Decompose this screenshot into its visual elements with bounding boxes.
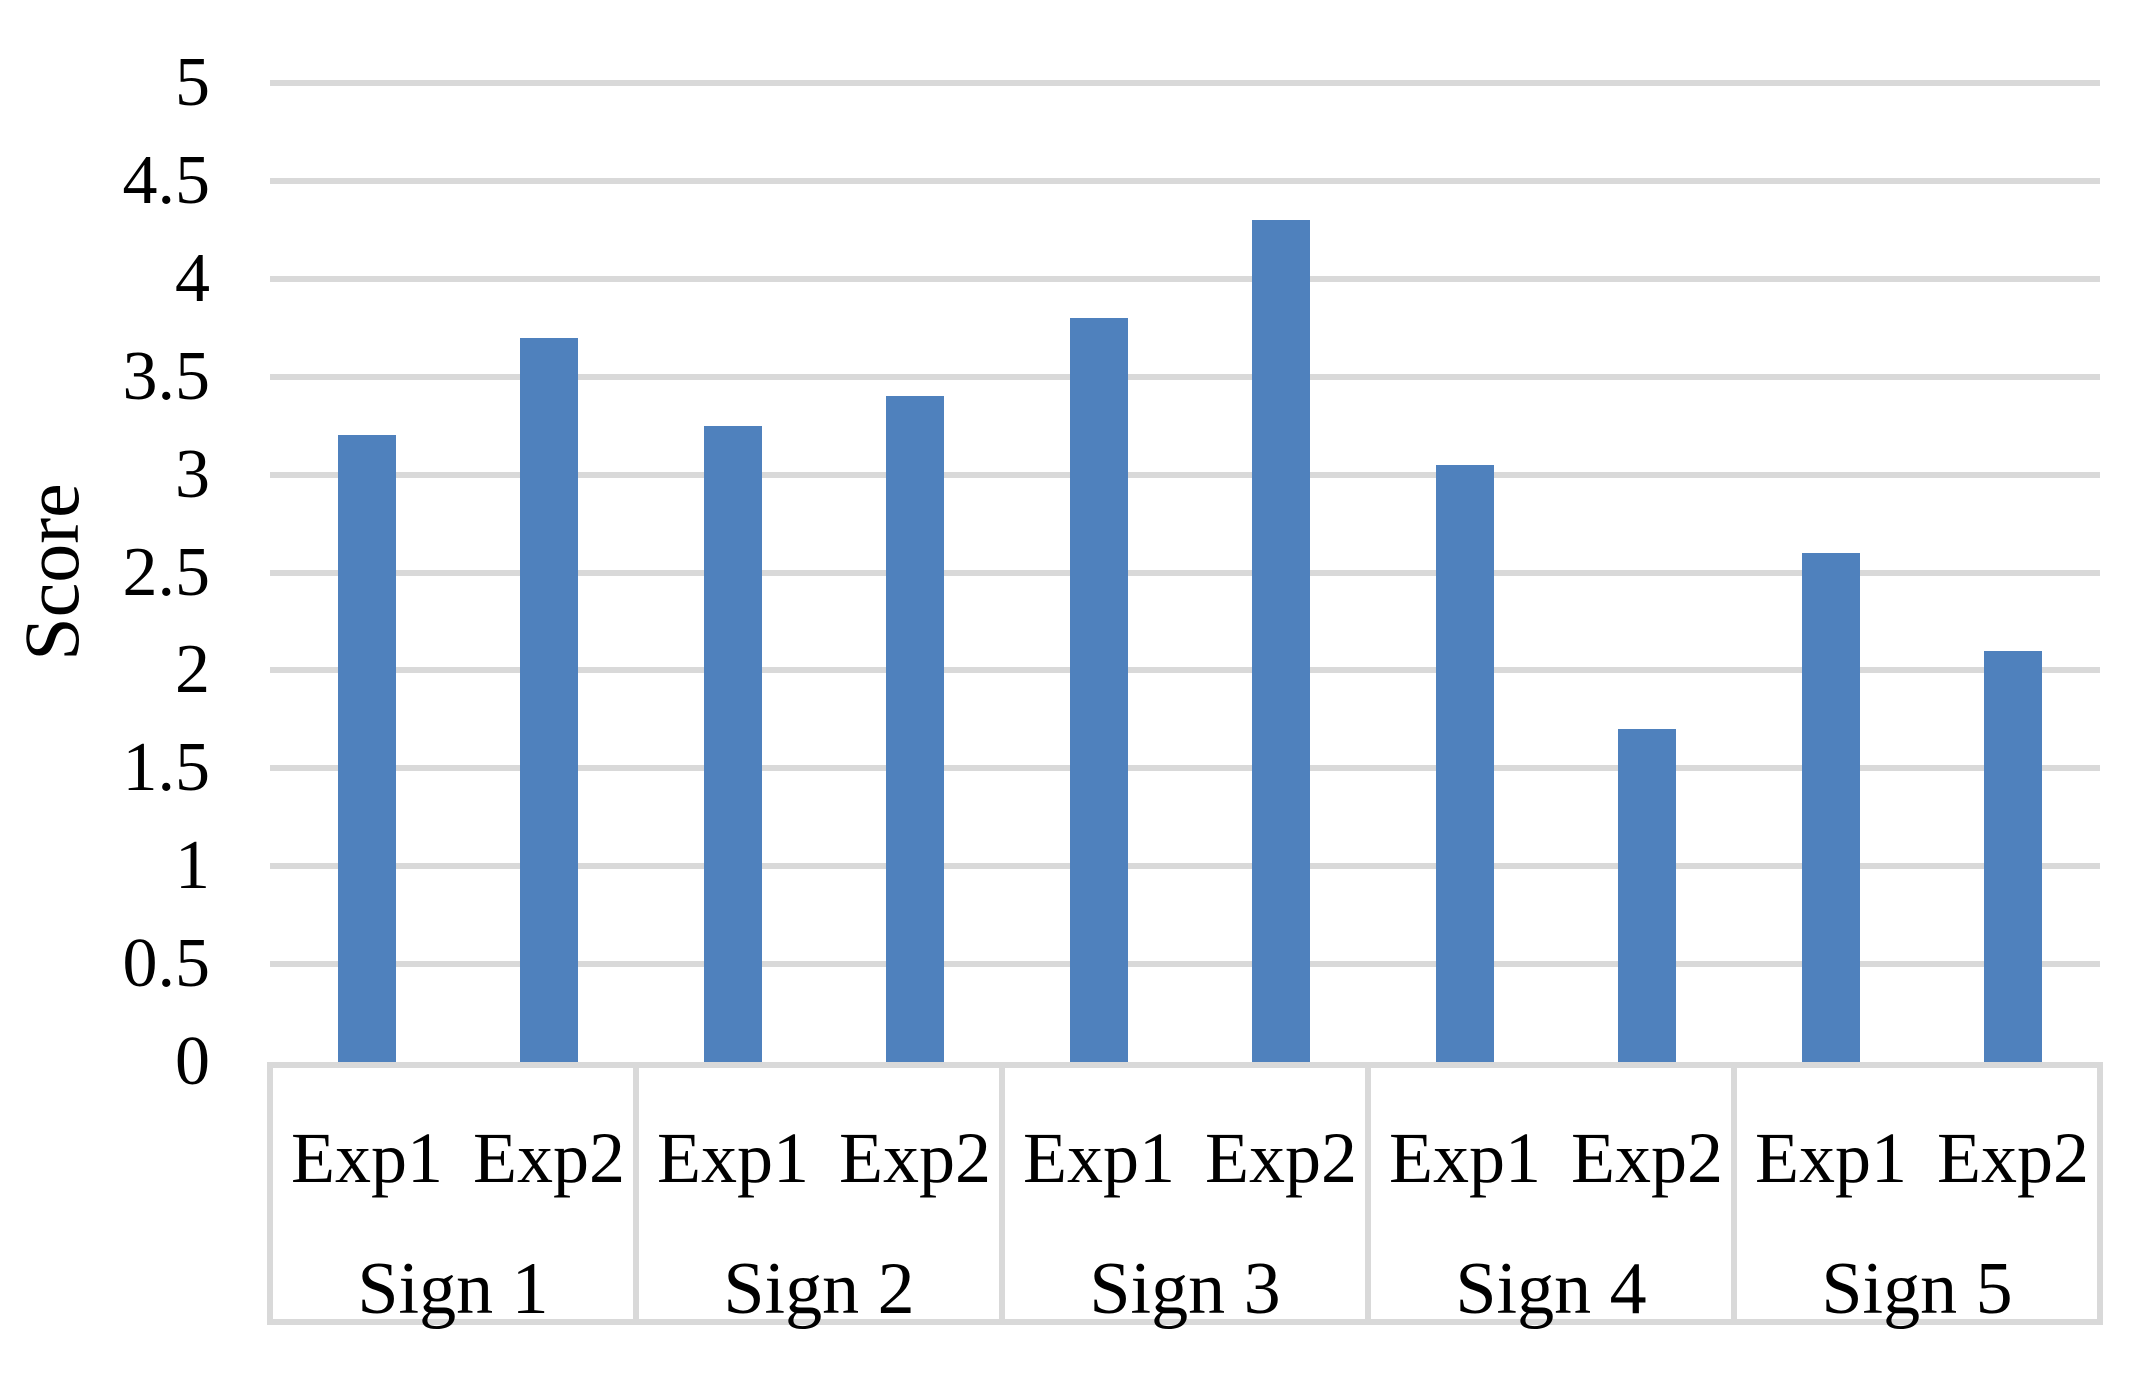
sub-category-label: Exp1 — [1755, 1118, 1907, 1198]
sub-category-label: Exp1 — [1389, 1118, 1541, 1198]
gridline — [270, 667, 2100, 674]
gridline — [270, 863, 2100, 870]
gridline — [270, 80, 2100, 86]
sub-category-label: Exp1 — [291, 1118, 443, 1198]
y-tick-label: 0 — [175, 1023, 210, 1100]
gridline — [270, 373, 2100, 380]
y-tick-label: 4 — [175, 239, 210, 317]
bar — [1070, 317, 1128, 1062]
category-label: Sign 4 — [1455, 1248, 1647, 1330]
bar — [1436, 464, 1494, 1062]
group-divider — [999, 1062, 1005, 1325]
category-label: Sign 1 — [357, 1248, 549, 1330]
sub-category-label: Exp2 — [1571, 1118, 1723, 1198]
y-tick-label: 3.5 — [122, 337, 211, 415]
sub-category-label: Exp2 — [1205, 1118, 1357, 1198]
category-label: Sign 3 — [1089, 1248, 1281, 1330]
y-tick-label: 5 — [175, 44, 210, 121]
bar — [1252, 220, 1310, 1062]
y-tick-label: 0.5 — [122, 925, 211, 1003]
category-label: Sign 2 — [723, 1248, 915, 1330]
bar — [1618, 729, 1676, 1062]
category-box — [267, 1062, 2103, 1325]
y-tick-label: 2 — [175, 631, 210, 709]
sub-category-label: Exp1 — [1023, 1118, 1175, 1198]
y-tick-label: 4.5 — [122, 141, 211, 219]
bar — [1802, 552, 1860, 1062]
sub-category-label: Exp2 — [473, 1118, 625, 1198]
gridline — [270, 961, 2100, 968]
gridline — [270, 177, 2100, 184]
gridline — [270, 765, 2100, 772]
sub-category-label: Exp2 — [839, 1118, 991, 1198]
gridline — [270, 275, 2100, 282]
y-tick-label: 2.5 — [122, 533, 211, 611]
gridline — [270, 569, 2100, 576]
group-divider — [1731, 1062, 1737, 1325]
y-tick-label: 1.5 — [122, 729, 211, 807]
group-divider — [633, 1062, 639, 1325]
bar — [338, 435, 396, 1062]
sub-category-label: Exp2 — [1937, 1118, 2089, 1198]
bar — [886, 396, 944, 1062]
y-tick-label: 1 — [175, 827, 210, 905]
bar — [1984, 650, 2042, 1062]
bar — [520, 337, 578, 1062]
group-divider — [1365, 1062, 1371, 1325]
sub-category-label: Exp1 — [657, 1118, 809, 1198]
gridline — [270, 471, 2100, 478]
category-label: Sign 5 — [1821, 1248, 2013, 1330]
bar — [704, 425, 762, 1062]
y-tick-label: 3 — [175, 435, 210, 513]
